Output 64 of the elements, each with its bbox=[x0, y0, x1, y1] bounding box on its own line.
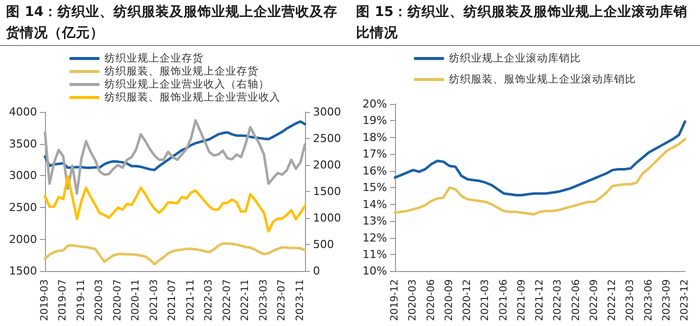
x-tick-label: 2023-03 bbox=[258, 279, 270, 322]
x-tick-label: 2021-03 bbox=[148, 279, 160, 322]
y-tick-label: 16% bbox=[362, 164, 387, 178]
x-tick-label: 2021-03 bbox=[480, 279, 492, 322]
y-tick-label: 18% bbox=[362, 130, 387, 144]
legend-label: 纺织业规上企业滚动库销比 bbox=[449, 52, 581, 64]
x-tick-label: 2022-12 bbox=[607, 279, 618, 322]
x-tick-label: 2019-11 bbox=[76, 279, 87, 322]
legend-label: 纺织服装、服饰业规上企业营业收入 bbox=[104, 90, 280, 104]
x-tick-label: 2020-07 bbox=[112, 279, 124, 322]
legend-label: 纺织业规上企业存货 bbox=[104, 52, 204, 64]
x-tick-label: 2020-09 bbox=[444, 279, 455, 322]
y-tick-label: 19% bbox=[362, 114, 387, 128]
y2-tick-label: 2000 bbox=[313, 158, 341, 172]
y-tick-label: 10% bbox=[362, 264, 387, 278]
x-tick-label: 2020-06 bbox=[426, 279, 437, 322]
y-tick-label: 3500 bbox=[9, 137, 37, 150]
y-tick-label: 14% bbox=[362, 198, 387, 211]
chart-title: 图 15：纺织业、纺织服装及服饰业规上企业滚动库销比情况 bbox=[350, 0, 700, 46]
x-tick-label: 2020-03 bbox=[408, 279, 419, 322]
x-tick-label: 2022-11 bbox=[240, 279, 252, 322]
legend-label: 纺织业规上企业营业收入（右轴） bbox=[104, 78, 270, 90]
x-tick-label: 2019-03 bbox=[40, 279, 50, 322]
x-tick-label: 2022-03 bbox=[204, 279, 215, 322]
y-tick-label: 2000 bbox=[9, 232, 37, 246]
x-tick-label: 2020-11 bbox=[130, 279, 142, 322]
y-tick-label: 15% bbox=[362, 181, 387, 194]
y-tick-label: 17% bbox=[362, 148, 387, 161]
x-tick-label: 2019-07 bbox=[58, 279, 69, 322]
y-tick-label: 11% bbox=[362, 248, 387, 261]
x-tick-label: 2021-09 bbox=[516, 279, 528, 322]
y2-tick-label: 3000 bbox=[313, 106, 341, 118]
x-tick-label: 2020-03 bbox=[94, 279, 106, 322]
legend-label: 纺织服装、服饰业规上企业存货 bbox=[104, 64, 258, 78]
x-tick-label: 2021-12 bbox=[534, 279, 546, 322]
y2-tick-label: 2500 bbox=[313, 132, 341, 146]
x-tick-label: 2023-06 bbox=[643, 279, 654, 322]
x-tick-label: 2023-12 bbox=[680, 279, 690, 322]
y-tick-label: 3000 bbox=[9, 169, 37, 182]
x-tick-label: 2021-07 bbox=[167, 279, 178, 322]
y2-tick-label: 1000 bbox=[313, 212, 341, 225]
x-tick-label: 2022-06 bbox=[570, 279, 582, 322]
y-tick-label: 20% bbox=[362, 98, 387, 110]
x-tick-label: 2022-07 bbox=[222, 279, 233, 322]
y-tick-label: 1500 bbox=[9, 264, 37, 278]
x-tick-label: 2022-09 bbox=[588, 279, 600, 322]
x-tick-label: 2022-03 bbox=[552, 279, 564, 322]
y-tick-label: 2500 bbox=[9, 201, 37, 214]
y2-tick-label: 500 bbox=[313, 238, 334, 252]
x-tick-label: 2023-07 bbox=[276, 279, 288, 322]
chart-title: 图 14：纺织业、纺织服装及服饰业规上企业营收及存货情况（亿元） bbox=[0, 0, 350, 46]
x-tick-label: 2023-11 bbox=[294, 279, 306, 322]
x-tick-label: 2021-11 bbox=[185, 279, 196, 322]
x-tick-label: 2023-09 bbox=[661, 279, 672, 322]
legend-label: 纺织服装、服饰业规上企业滚动库销比 bbox=[449, 72, 636, 86]
y-tick-label: 13% bbox=[362, 214, 387, 228]
x-tick-label: 2021-06 bbox=[498, 279, 510, 322]
y-tick-label: 12% bbox=[362, 231, 387, 244]
x-tick-label: 2019-12 bbox=[390, 279, 400, 322]
y2-tick-label: 0 bbox=[313, 264, 320, 278]
y2-tick-label: 1500 bbox=[313, 185, 341, 198]
x-tick-label: 2023-03 bbox=[625, 279, 636, 322]
y-tick-label: 4000 bbox=[9, 106, 37, 118]
x-tick-label: 2020-12 bbox=[462, 279, 473, 322]
